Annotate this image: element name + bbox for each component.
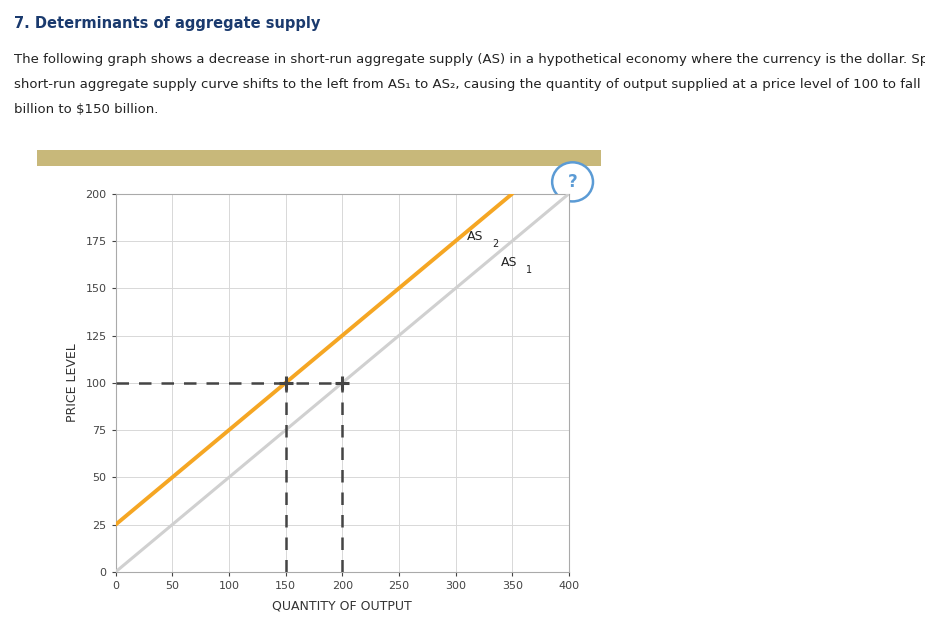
- Text: 1: 1: [525, 265, 532, 275]
- Text: The following graph shows a decrease in short-run aggregate supply (AS) in a hyp: The following graph shows a decrease in …: [14, 53, 925, 66]
- Text: 7. Determinants of aggregate supply: 7. Determinants of aggregate supply: [14, 16, 320, 31]
- Y-axis label: PRICE LEVEL: PRICE LEVEL: [66, 344, 79, 422]
- Text: AS: AS: [467, 230, 484, 243]
- Text: AS: AS: [501, 256, 517, 269]
- X-axis label: QUANTITY OF OUTPUT: QUANTITY OF OUTPUT: [272, 599, 413, 612]
- Text: short-run aggregate supply curve shifts to the left from AS₁ to AS₂, causing the: short-run aggregate supply curve shifts …: [14, 78, 925, 91]
- Text: billion to $150 billion.: billion to $150 billion.: [14, 103, 158, 116]
- Text: 2: 2: [492, 239, 498, 249]
- Circle shape: [552, 162, 593, 201]
- Text: ?: ?: [568, 173, 577, 191]
- Bar: [37, 150, 601, 166]
